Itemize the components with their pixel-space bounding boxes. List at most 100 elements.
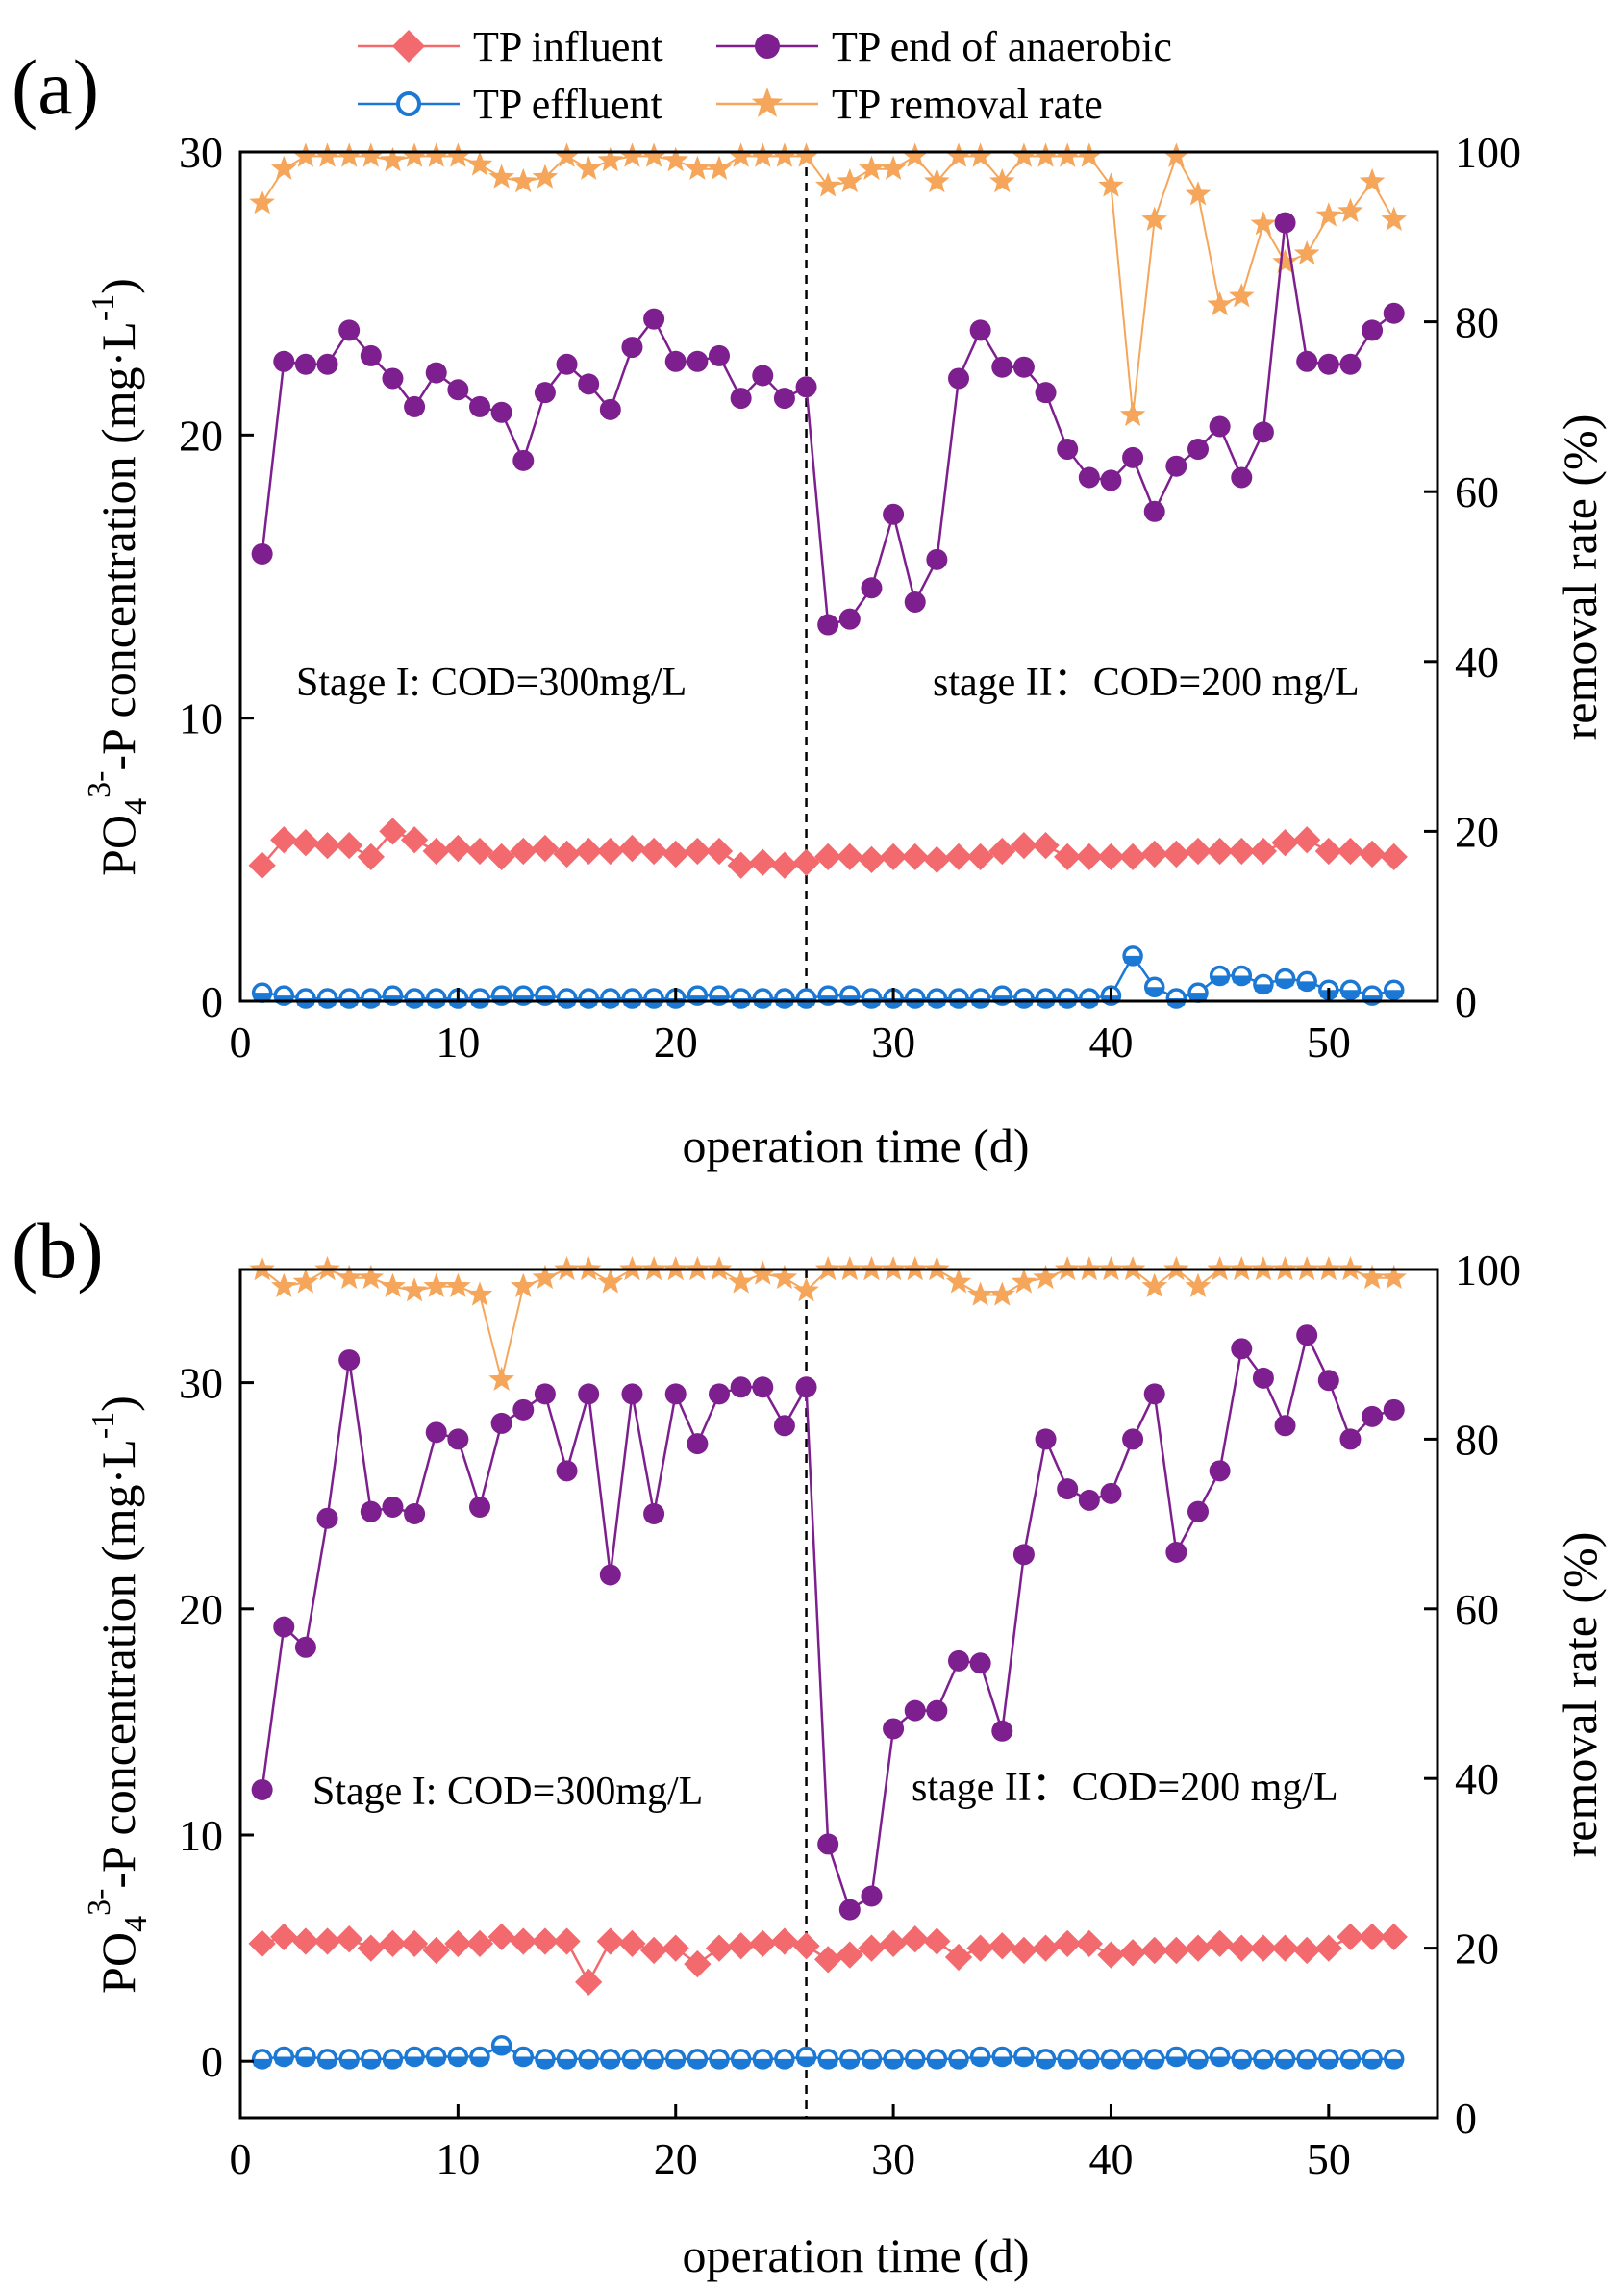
point-influent — [510, 837, 537, 866]
point-removal — [750, 142, 776, 167]
point-removal — [488, 164, 514, 189]
plot-frame-b — [238, 1268, 1439, 2120]
point-removal — [445, 1272, 471, 1297]
point-effluent-half — [797, 2056, 815, 2065]
point-effluent-half — [558, 2058, 576, 2067]
point-removal — [575, 155, 602, 180]
point-influent — [1162, 840, 1190, 868]
point-influent — [727, 1932, 755, 1960]
y2-tick-label: 100 — [1455, 128, 1521, 177]
point-influent — [270, 826, 298, 854]
point-influent — [618, 1929, 646, 1958]
point-removal — [967, 142, 993, 167]
point-anaerobic — [599, 1564, 621, 1586]
point-anaerobic — [534, 382, 556, 404]
point-removal — [314, 142, 340, 167]
point-anaerobic — [1231, 1338, 1253, 1360]
panel-label-b: (b) — [12, 1207, 104, 1295]
point-anaerobic — [294, 353, 316, 375]
point-influent — [1075, 1929, 1103, 1958]
point-influent — [1358, 840, 1387, 868]
point-removal — [336, 1264, 362, 1290]
point-removal — [1293, 240, 1320, 265]
point-anaerobic — [1274, 1415, 1296, 1437]
y2-tick-label: 60 — [1455, 467, 1499, 516]
point-removal — [597, 146, 624, 172]
point-influent — [248, 851, 276, 879]
point-effluent-half — [471, 2056, 488, 2065]
point-influent — [1314, 837, 1342, 866]
point-influent — [596, 1927, 624, 1955]
point-influent — [1271, 1934, 1299, 1962]
point-influent — [575, 1968, 603, 1997]
point-effluent-half — [906, 2058, 924, 2067]
point-influent — [901, 1925, 929, 1953]
panel-label-a: (a) — [12, 43, 99, 131]
point-anaerobic — [1057, 439, 1079, 461]
y2-tick-label: 40 — [1455, 638, 1499, 687]
point-anaerobic — [861, 577, 883, 599]
point-removal — [532, 164, 559, 189]
point-anaerobic — [861, 1885, 883, 1907]
point-effluent-half — [1189, 2058, 1207, 2067]
point-influent — [336, 831, 363, 860]
point-effluent-half — [601, 2058, 619, 2067]
point-influent — [357, 843, 385, 871]
point-effluent-half — [514, 2056, 533, 2065]
y-tick-label: 20 — [179, 411, 223, 460]
point-anaerobic — [1057, 1478, 1079, 1500]
point-influent — [379, 1929, 407, 1958]
point-anaerobic — [1165, 1542, 1187, 1563]
point-removal — [401, 142, 428, 167]
point-anaerobic — [338, 1349, 361, 1371]
point-anaerobic — [1100, 1482, 1122, 1504]
y-tick-label: 10 — [179, 694, 223, 743]
x-axis-label-b: operation time (d) — [683, 2228, 1030, 2282]
point-effluent-half — [1037, 2058, 1055, 2067]
point-influent — [858, 845, 886, 873]
point-effluent-half — [492, 2045, 511, 2053]
point-effluent-half — [1124, 2058, 1142, 2067]
point-anaerobic — [1209, 415, 1231, 438]
point-removal — [1185, 1272, 1212, 1297]
point-anaerobic — [578, 1383, 600, 1405]
point-influent — [1293, 826, 1321, 854]
point-anaerobic — [817, 614, 839, 636]
point-influent — [684, 837, 712, 866]
x-tick-label: 50 — [1307, 2134, 1351, 2183]
point-removal — [771, 142, 798, 167]
point-removal — [532, 1264, 559, 1290]
point-influent — [836, 1941, 863, 1969]
point-influent — [923, 1927, 951, 1955]
point-effluent-half — [754, 2058, 772, 2067]
point-influent — [1184, 837, 1212, 866]
point-anaerobic — [1012, 356, 1035, 378]
point-effluent-half — [623, 2058, 641, 2067]
point-anaerobic — [1187, 439, 1209, 461]
point-influent — [1075, 843, 1103, 871]
x-tick-label: 50 — [1307, 1018, 1351, 1067]
point-removal — [967, 1281, 993, 1306]
point-effluent-half — [1189, 993, 1207, 1001]
point-removal — [1141, 1272, 1167, 1297]
point-anaerobic — [969, 1652, 991, 1674]
point-anaerobic — [469, 1496, 490, 1518]
point-influent — [814, 843, 842, 871]
point-anaerobic — [1187, 1500, 1209, 1522]
y2-axis-label-a: removal rate (%) — [1553, 415, 1607, 741]
point-influent — [400, 1929, 429, 1958]
point-anaerobic — [621, 1383, 643, 1405]
point-removal — [1098, 172, 1124, 197]
point-anaerobic — [1362, 1405, 1384, 1427]
point-removal — [1033, 142, 1059, 167]
point-influent — [792, 1932, 820, 1960]
point-effluent-half — [1298, 981, 1316, 990]
point-removal — [1359, 167, 1386, 193]
axis-ticks-b: 0 10 20 30 40 50 0 10 20 30 0 20 40 60 80 100 — [179, 1245, 1521, 2183]
point-anaerobic — [425, 362, 447, 384]
point-influent — [465, 1929, 494, 1958]
point-removal — [685, 155, 711, 180]
point-removal — [1011, 1269, 1037, 1294]
point-anaerobic — [687, 350, 709, 372]
point-removal — [597, 1269, 624, 1294]
